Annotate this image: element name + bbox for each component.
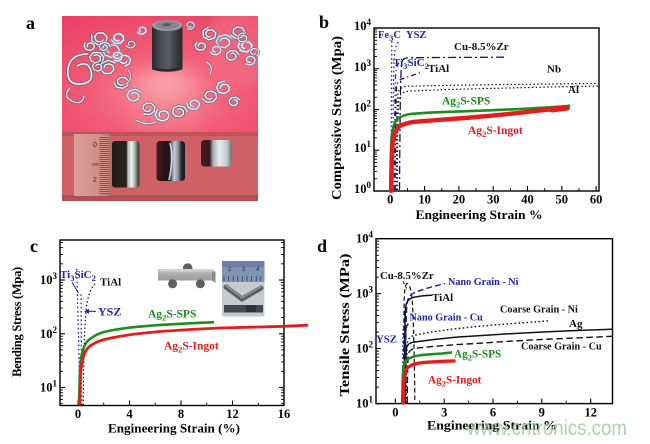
svg-text:Tensile Stress (MPa): Tensile Stress (MPa) [338,253,353,396]
svg-text:16: 16 [278,407,291,421]
svg-text:60: 60 [590,193,603,207]
svg-text:YSZ: YSZ [376,334,397,346]
svg-text:Ag: Ag [569,318,583,330]
svg-text:Nano Grain - Cu: Nano Grain - Cu [410,313,484,324]
svg-text:0: 0 [387,193,393,207]
svg-text:d: d [317,236,327,256]
svg-text:30: 30 [487,193,500,207]
svg-text:2: 2 [93,177,97,184]
svg-text:Fe3C: Fe3C [378,30,401,43]
svg-text:YSZ: YSZ [98,305,121,319]
svg-text:Engineering Strain (%): Engineering Strain (%) [108,422,240,436]
svg-text:www.cntronics.com: www.cntronics.com [466,417,627,440]
svg-text:Cu-8.5%Zr: Cu-8.5%Zr [454,41,509,53]
svg-text:12: 12 [584,406,597,420]
svg-text:YSZ: YSZ [406,30,426,41]
svg-text:Compressive Stress (Mpa): Compressive Stress (Mpa) [330,36,345,200]
svg-text:a: a [26,13,35,33]
svg-text:0: 0 [93,142,97,149]
svg-text:Ti3SiC2: Ti3SiC2 [60,269,96,283]
svg-text:Ag2S-SPS: Ag2S-SPS [454,349,501,363]
svg-text:TiAl: TiAl [432,292,453,304]
svg-text:Ag2S-SPS: Ag2S-SPS [442,96,490,110]
svg-text:Coarse Grain - Cu: Coarse Grain - Cu [521,342,602,353]
svg-text:2: 2 [228,267,232,273]
svg-text:Coarse Grain - Ni: Coarse Grain - Ni [500,305,578,316]
svg-text:9: 9 [539,406,545,420]
svg-text:Ag2S-Ingot: Ag2S-Ingot [468,125,523,139]
svg-text:3: 3 [441,406,447,420]
svg-text:Ag2S-Ingot: Ag2S-Ingot [164,341,219,355]
svg-text:Ti3SiC2: Ti3SiC2 [393,57,429,71]
svg-text:Cu-8.5%Zr: Cu-8.5%Zr [380,270,434,282]
svg-text:0: 0 [392,406,398,420]
svg-text:Engineering Strain %: Engineering Strain % [427,418,557,433]
svg-text:12: 12 [226,407,239,421]
svg-text:50: 50 [556,193,569,207]
svg-text:Engineering Strain %: Engineering Strain % [416,207,543,222]
svg-text:Ag2S-Ingot: Ag2S-Ingot [428,375,482,389]
svg-text:Nb: Nb [547,64,561,76]
svg-text:4: 4 [256,267,260,273]
svg-text:0: 0 [75,407,81,421]
svg-text:40: 40 [521,193,534,207]
svg-text:8: 8 [178,407,184,421]
svg-text:10: 10 [418,193,431,207]
svg-text:20: 20 [453,193,466,207]
svg-text:b: b [319,12,329,32]
svg-text:TiAl: TiAl [428,63,449,75]
svg-text:Al: Al [568,84,579,96]
svg-text:TiAl: TiAl [100,277,121,289]
svg-text:3: 3 [242,267,246,273]
svg-text:cm: cm [92,162,99,168]
svg-text:Ag2S-SPS: Ag2S-SPS [148,309,196,323]
svg-text:Bending Stress (Mpa): Bending Stress (Mpa) [10,267,24,377]
svg-text:Nano Grain - Ni: Nano Grain - Ni [448,277,519,288]
svg-text:c: c [30,236,38,256]
svg-text:4: 4 [126,407,133,421]
svg-text:6: 6 [490,406,496,420]
